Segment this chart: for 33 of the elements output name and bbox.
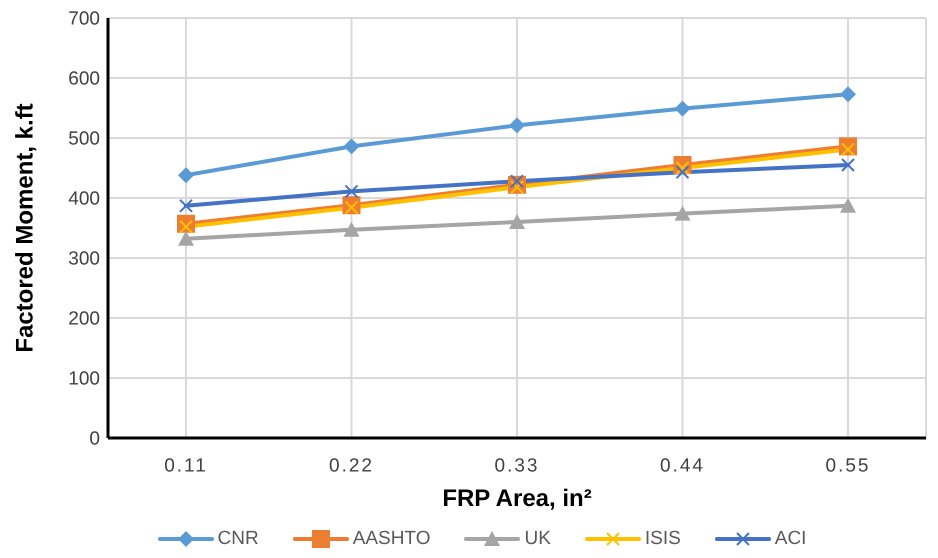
- x-tick-label: 0.33: [494, 455, 540, 476]
- y-tick-label: 700: [68, 8, 100, 30]
- point: [509, 214, 525, 229]
- legend-label: ACI: [774, 528, 806, 550]
- point: [840, 86, 856, 102]
- point: [179, 198, 193, 213]
- legend-label: ISIS: [644, 528, 681, 550]
- y-tick-label: 200: [68, 308, 100, 330]
- y-tick-label: 300: [68, 248, 100, 270]
- x-tick-label: 0.55: [826, 455, 870, 476]
- point: [178, 230, 194, 246]
- y-axis-title: Factored Moment, k.ft: [12, 103, 39, 353]
- point: [674, 206, 690, 221]
- y-tick-label: 100: [68, 368, 100, 390]
- legend-label: AASHTO: [352, 528, 430, 550]
- x-tick-label: 0.11: [164, 455, 208, 476]
- point: [344, 222, 360, 237]
- x-tick-label: 0.22: [329, 455, 374, 476]
- y-tick-label: 600: [68, 68, 100, 90]
- point: [344, 138, 360, 154]
- legend-label: UK: [523, 528, 551, 550]
- legend-label: CNR: [216, 528, 259, 550]
- point: [178, 167, 194, 184]
- point: [509, 117, 525, 134]
- x-tick-label: 0.44: [660, 455, 705, 476]
- y-tick-label: 400: [68, 188, 100, 210]
- point: [674, 100, 690, 117]
- y-tick-label: 0: [89, 428, 100, 450]
- x-axis-title: FRP Area, in²: [442, 485, 592, 512]
- point: [841, 158, 855, 172]
- y-tick-label: 500: [68, 128, 100, 150]
- point: [840, 198, 856, 213]
- point: [344, 184, 358, 198]
